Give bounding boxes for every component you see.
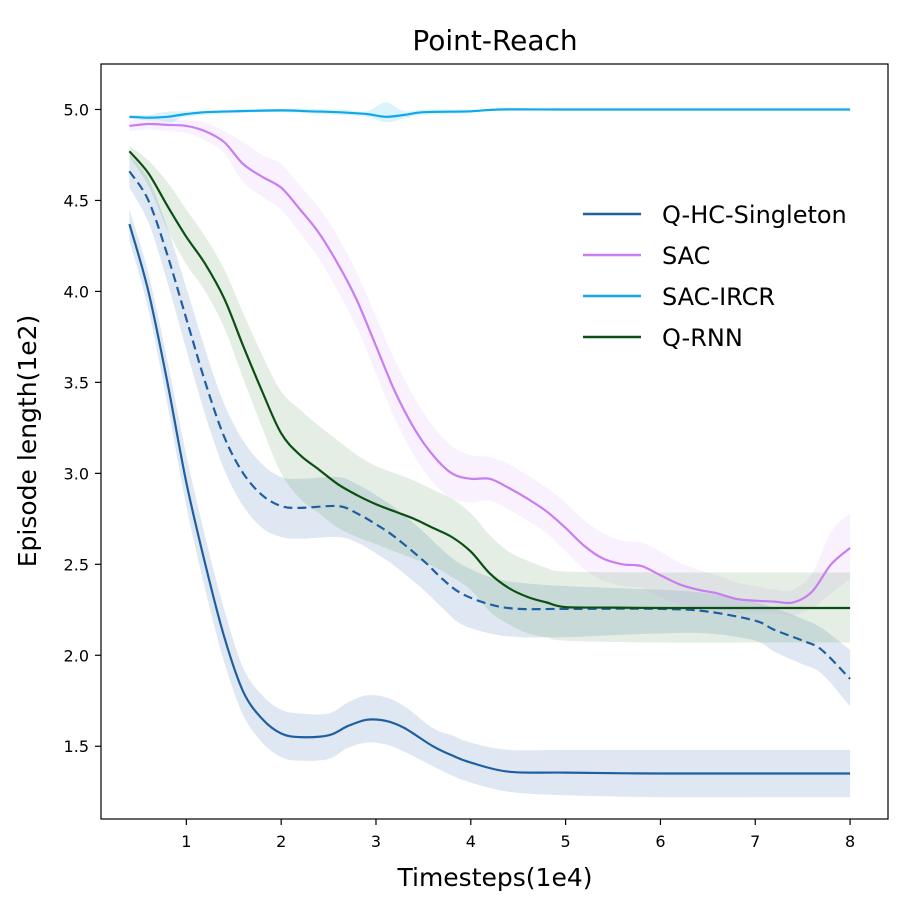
x-tick-label: 4 [466,832,476,851]
y-axis-ticks: 1.5 2.0 2.5 3.0 3.5 4.0 4.5 5.0 [64,100,101,756]
legend-label-sac: SAC [662,242,710,270]
series-lines [128,108,851,775]
x-tick-label: 3 [371,832,381,851]
y-tick-label: 4.0 [64,282,89,301]
x-tick-label: 2 [276,832,286,851]
band-q-rnn [129,145,851,643]
line-q-hc-singleton-dashed [128,170,851,680]
x-tick-label: 8 [845,832,855,851]
x-axis-label: Timesteps(1e4) [397,863,593,892]
x-axis-ticks: 1 2 3 4 5 6 7 8 [181,819,855,851]
legend-label-sac-ircr: SAC-IRCR [662,283,775,311]
y-tick-label: 2.5 [64,555,89,574]
line-sac-ircr [129,108,851,119]
legend-label-q-hc-singleton: Q-HC-Singleton [662,201,847,229]
band-sac [129,118,851,616]
y-tick-label: 3.0 [64,464,89,483]
line-sac [129,122,851,605]
y-axis-label: Episode length(1e2) [13,315,42,568]
plot-frame [100,63,889,820]
y-tick-label: 2.0 [64,646,89,665]
chart-title: Point-Reach [412,24,577,57]
x-tick-label: 6 [655,832,665,851]
x-tick-label: 1 [181,832,191,851]
line-q-hc-singleton [128,223,851,775]
line-q-rnn [128,150,851,610]
legend-label-q-rnn: Q-RNN [662,324,743,352]
legend: Q-HC-Singleton SAC SAC-IRCR Q-RNN [583,201,847,352]
y-tick-label: 1.5 [64,737,89,756]
x-tick-label: 7 [750,832,760,851]
x-tick-label: 5 [561,832,571,851]
confidence-bands [129,102,851,798]
y-tick-label: 4.5 [64,191,89,210]
y-tick-label: 5.0 [64,100,89,119]
y-tick-label: 3.5 [64,373,89,392]
band-q-hc-singleton-dashed [129,155,851,707]
